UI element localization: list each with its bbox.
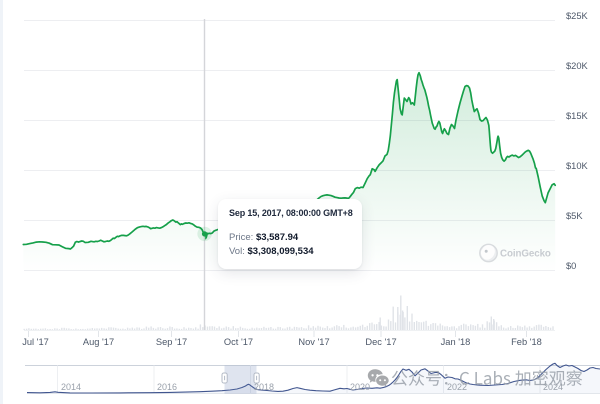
svg-text:CoinGecko: CoinGecko — [500, 249, 551, 260]
